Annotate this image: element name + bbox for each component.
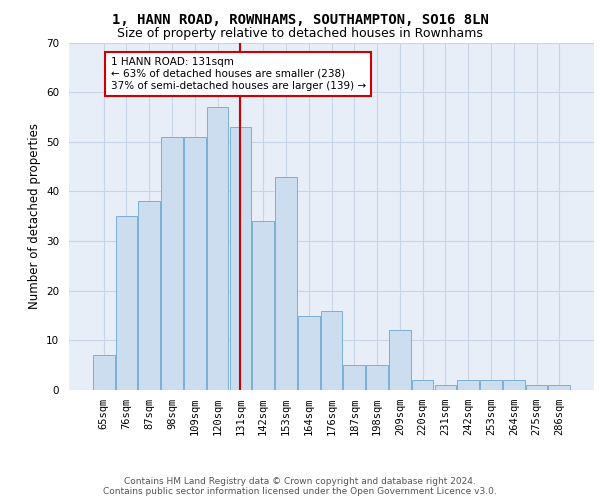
Bar [139, 202, 160, 390]
Bar [457, 380, 479, 390]
Text: Contains HM Land Registry data © Crown copyright and database right 2024.: Contains HM Land Registry data © Crown c… [124, 477, 476, 486]
Bar [275, 176, 297, 390]
Bar [412, 380, 433, 390]
Bar [480, 380, 502, 390]
Bar [548, 385, 570, 390]
Text: 1 HANN ROAD: 131sqm
← 63% of detached houses are smaller (238)
37% of semi-detac: 1 HANN ROAD: 131sqm ← 63% of detached ho… [110, 58, 365, 90]
Bar [434, 385, 456, 390]
Bar [116, 216, 137, 390]
Bar [253, 221, 274, 390]
Bar [184, 137, 206, 390]
Y-axis label: Number of detached properties: Number of detached properties [28, 123, 41, 309]
Text: 1, HANN ROAD, ROWNHAMS, SOUTHAMPTON, SO16 8LN: 1, HANN ROAD, ROWNHAMS, SOUTHAMPTON, SO1… [112, 12, 488, 26]
Bar [93, 355, 115, 390]
Text: Size of property relative to detached houses in Rownhams: Size of property relative to detached ho… [117, 28, 483, 40]
Text: Contains public sector information licensed under the Open Government Licence v3: Contains public sector information licen… [103, 487, 497, 496]
Bar [298, 316, 320, 390]
Bar [526, 385, 547, 390]
Bar [503, 380, 524, 390]
Bar [230, 127, 251, 390]
Bar [366, 365, 388, 390]
Bar [343, 365, 365, 390]
Bar [161, 137, 183, 390]
Bar [320, 310, 343, 390]
Bar [207, 107, 229, 390]
Bar [389, 330, 410, 390]
